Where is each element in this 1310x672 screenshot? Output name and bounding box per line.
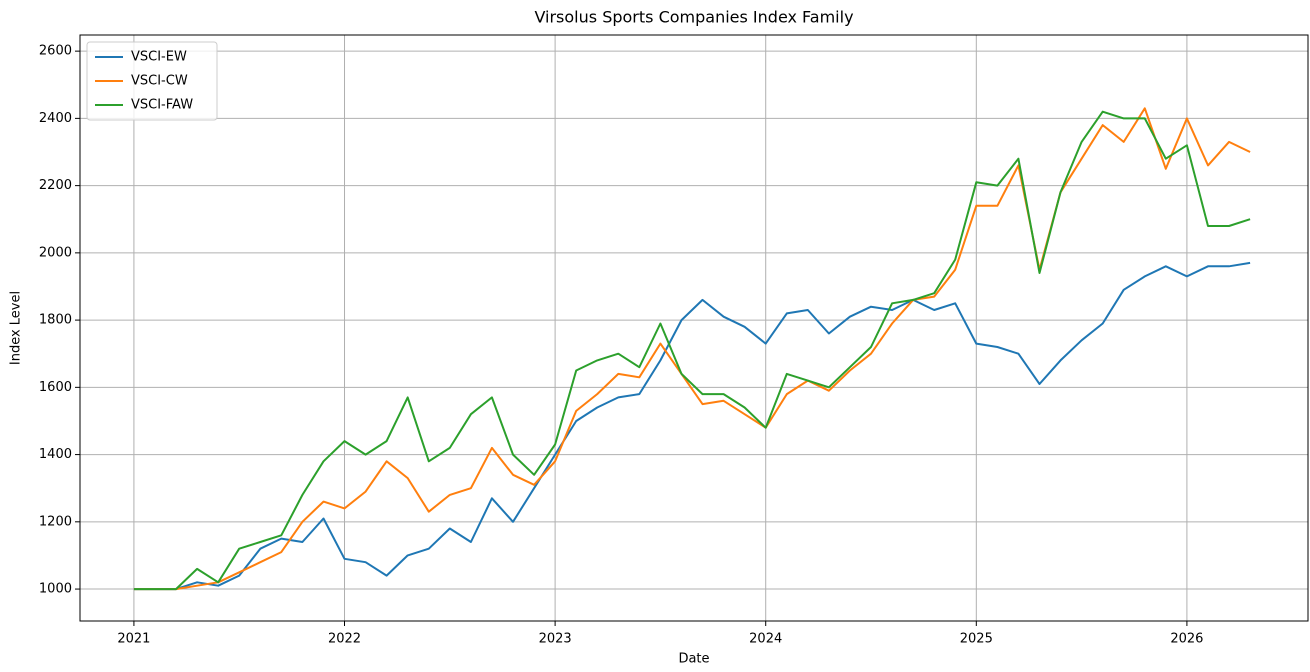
x-tick-label: 2024: [749, 632, 782, 647]
chart-title: Virsolus Sports Companies Index Family: [534, 8, 853, 27]
legend-label: VSCI-FAW: [131, 98, 193, 113]
legend-label: VSCI-EW: [131, 50, 187, 65]
y-tick-label: 2200: [39, 178, 72, 193]
x-tick-label: 2021: [117, 632, 150, 647]
series-line: [133, 110, 1251, 591]
y-tick-label: 1400: [39, 447, 72, 462]
x-tick-label: 2025: [960, 632, 993, 647]
y-tick-label: 2600: [39, 44, 72, 59]
x-axis-label: Date: [678, 652, 709, 667]
legend-box: [86, 41, 218, 121]
x-tick-label: 2023: [539, 632, 572, 647]
x-tick-label: 2022: [328, 632, 361, 647]
y-tick-label: 1800: [39, 313, 72, 328]
plot-frame: [79, 34, 1309, 622]
y-axis-label: Index Level: [9, 291, 24, 365]
y-tick-label: 2400: [39, 111, 72, 126]
legend-label: VSCI-CW: [131, 74, 188, 89]
series-line: [133, 107, 1251, 591]
y-tick-label: 1600: [39, 380, 72, 395]
y-tick-label: 1200: [39, 514, 72, 529]
series-line: [133, 261, 1251, 591]
x-tick-label: 2026: [1170, 632, 1203, 647]
legend: VSCI-EW VSCI-CW VSCI-FAW: [86, 41, 218, 121]
y-tick-label: 1000: [39, 582, 72, 597]
y-tick-label: 2000: [39, 245, 72, 260]
